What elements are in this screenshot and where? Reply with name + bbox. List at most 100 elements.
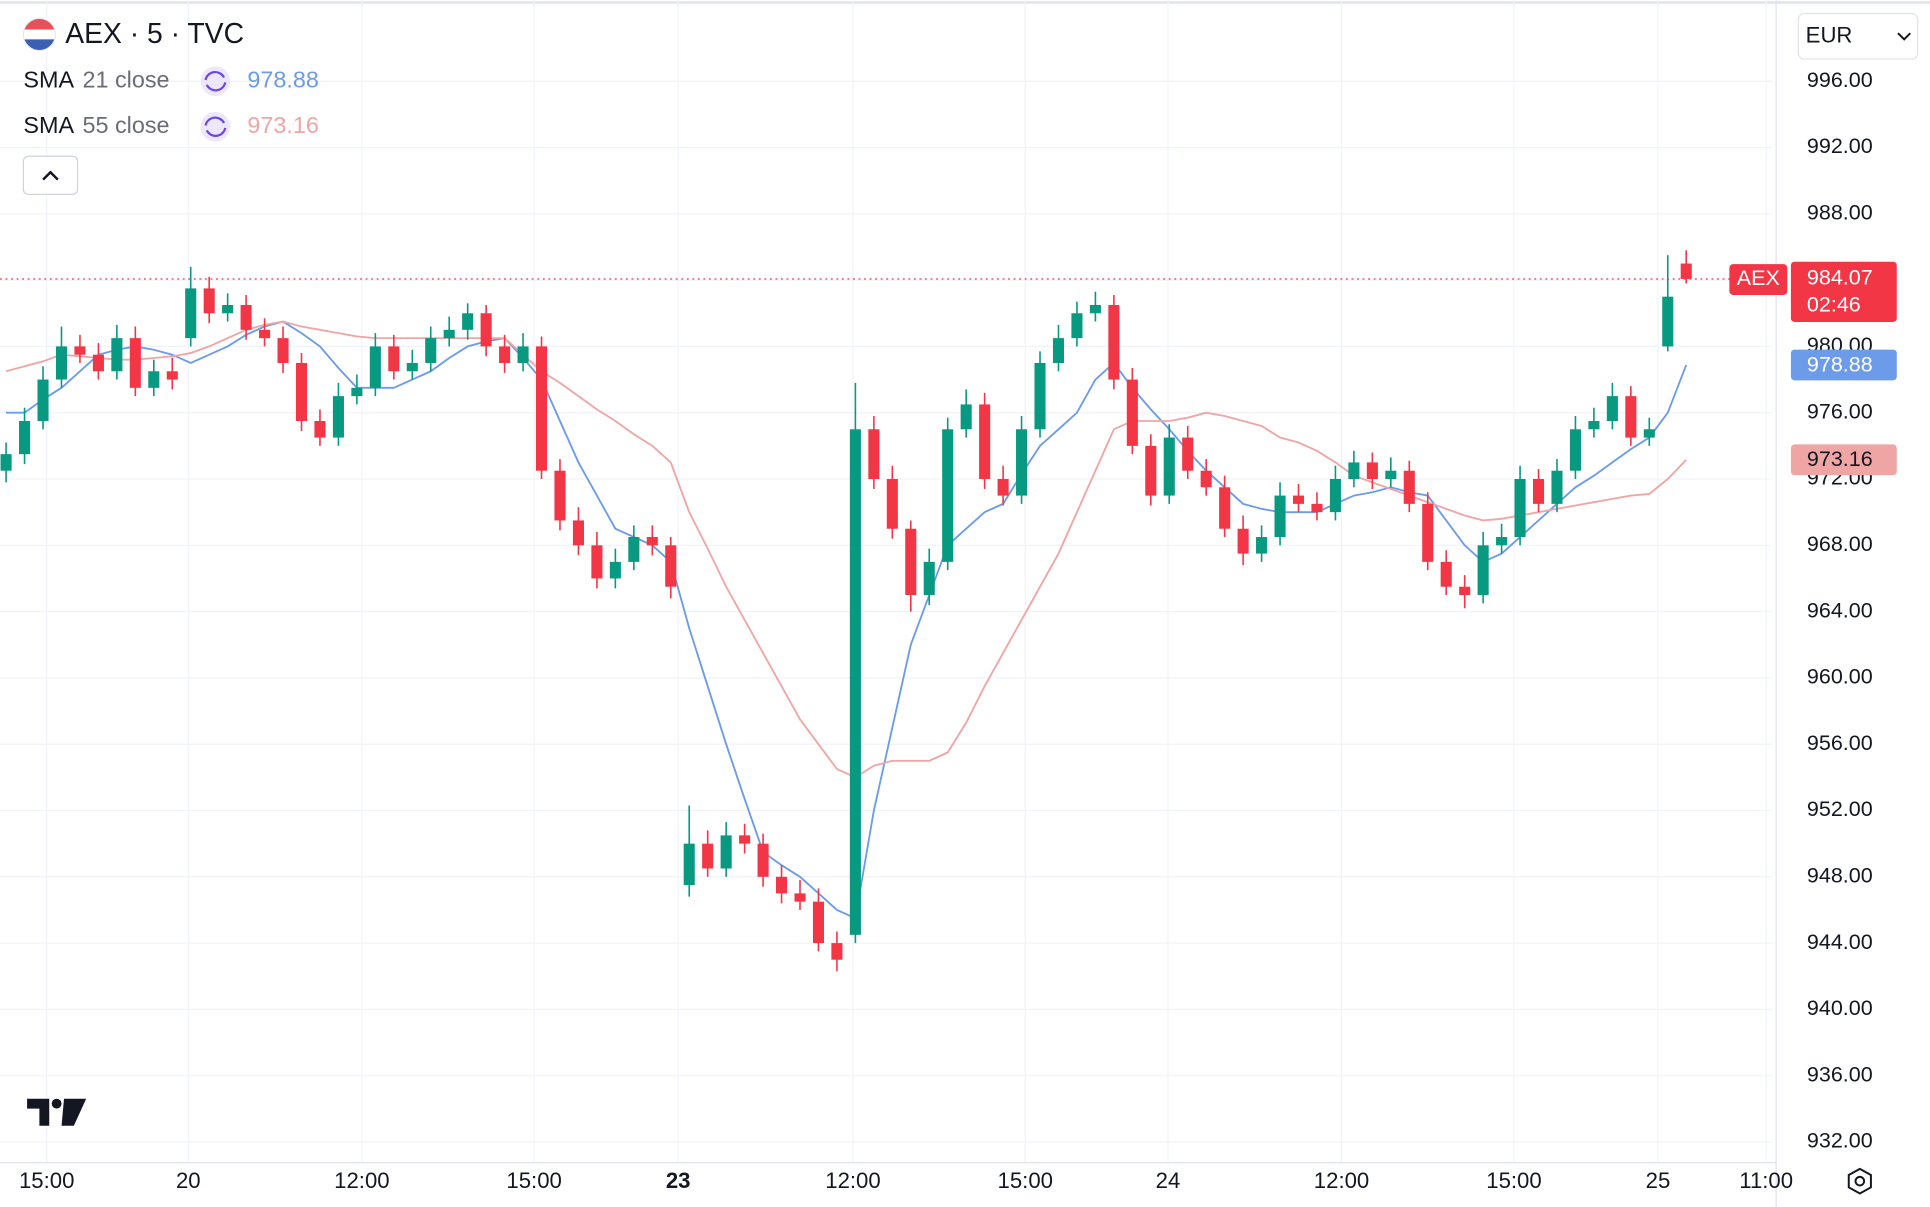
- candle-body: [1311, 503, 1323, 513]
- candle-body: [886, 479, 898, 529]
- x-tick-label: 23: [666, 1168, 691, 1193]
- candle-body: [462, 313, 474, 330]
- candle-body: [259, 329, 271, 339]
- candle-body: [868, 429, 880, 480]
- collapse-button-box[interactable]: [22, 155, 79, 196]
- x-tick-label: 15:00: [19, 1168, 74, 1193]
- candle-body: [535, 346, 548, 471]
- settings-button[interactable]: [1847, 1167, 1872, 1195]
- candle-body: [979, 404, 991, 480]
- candle-body: [683, 843, 695, 886]
- candle-body: [111, 338, 123, 372]
- currency-button[interactable]: EUR: [1797, 12, 1919, 60]
- collapse-button[interactable]: [22, 155, 79, 196]
- candle-body: [665, 545, 677, 587]
- candle-body: [314, 420, 326, 438]
- candle-body: [425, 338, 437, 363]
- candle-body: [757, 843, 769, 877]
- legend-name: SMA: [23, 112, 74, 138]
- legend-icon-arrows: [204, 71, 227, 92]
- currency-label: EUR: [1806, 23, 1853, 48]
- candle-body: [480, 313, 492, 347]
- candle-body: [1366, 462, 1378, 480]
- candle-body: [55, 346, 68, 380]
- candle-body: [499, 346, 511, 363]
- candle-body: [609, 561, 621, 579]
- candle-body: [277, 338, 289, 363]
- candle-body: [1459, 586, 1471, 596]
- candle-body: [1219, 487, 1231, 529]
- y-tick-label: 936.00: [1807, 1062, 1873, 1086]
- candle-body: [1551, 470, 1563, 504]
- tradingview-logo: [27, 1098, 87, 1126]
- candle-body: [37, 379, 49, 421]
- candle-body: [1403, 470, 1415, 504]
- candle-body: [1477, 545, 1489, 596]
- chevron-icon: [42, 170, 59, 181]
- candle-body: [443, 329, 455, 339]
- candle-body: [1569, 429, 1581, 471]
- candle-body: [572, 520, 584, 546]
- candle-body: [960, 404, 972, 430]
- candle-body: [1163, 437, 1175, 496]
- candle-body: [646, 537, 658, 546]
- y-tick-label: 996.00: [1807, 68, 1873, 92]
- candle-body: [517, 346, 529, 363]
- candle-body: [19, 420, 31, 455]
- candle-body: [997, 479, 1009, 496]
- candle-body: [794, 893, 806, 902]
- candle-body: [942, 429, 954, 562]
- candle-body: [74, 346, 86, 355]
- candle-body: [148, 371, 160, 388]
- legend-params: 55 close: [82, 112, 169, 138]
- candle-body: [1643, 429, 1655, 438]
- candle-body: [388, 346, 400, 372]
- price-badges: AEX 984.07 02:46 978.88 973.16: [1729, 261, 1897, 476]
- candle-body: [1182, 437, 1194, 471]
- y-tick-label: 944.00: [1807, 930, 1873, 954]
- candle-body: [203, 288, 215, 314]
- y-tick-label: 948.00: [1807, 863, 1873, 887]
- candle-body: [849, 429, 861, 935]
- candle-body: [166, 371, 178, 380]
- sma-badge-label: 978.88: [1807, 352, 1873, 376]
- candle-body: [92, 354, 104, 372]
- countdown-label: 02:46: [1807, 293, 1861, 317]
- candle-body: [295, 362, 308, 421]
- sma-badge: [1790, 444, 1897, 476]
- y-tick-label: 952.00: [1807, 797, 1873, 821]
- currency-box[interactable]: [1797, 12, 1919, 60]
- candle-body: [591, 545, 603, 579]
- symbol-badge-label: AEX: [1737, 266, 1780, 290]
- y-tick-label: 960.00: [1807, 665, 1873, 689]
- flag-icon: [22, 17, 56, 51]
- y-tick-label: 968.00: [1807, 532, 1873, 556]
- candle-body: [1625, 396, 1637, 438]
- candle-body: [1385, 470, 1397, 480]
- candle-body: [1532, 479, 1545, 504]
- x-tick-label: 12:00: [825, 1168, 880, 1193]
- candle-body: [1292, 495, 1305, 504]
- y-tick-label: 964.00: [1807, 598, 1873, 622]
- settings-icon[interactable]: [1847, 1167, 1872, 1195]
- candle-body: [628, 537, 640, 562]
- candle-body: [1052, 338, 1065, 363]
- candle-body: [1034, 362, 1046, 430]
- legend-params: 21 close: [82, 66, 169, 92]
- x-tick-label: 15:00: [1486, 1168, 1541, 1193]
- y-tick-label: 976.00: [1807, 399, 1873, 423]
- candle-body: [831, 943, 843, 960]
- x-tick-label: 24: [1156, 1168, 1181, 1193]
- candle-body: [739, 835, 751, 844]
- candle-body: [406, 362, 418, 372]
- candle-body: [776, 876, 788, 894]
- sma-badge-label: 973.16: [1807, 447, 1873, 471]
- candle-body: [129, 338, 141, 388]
- y-tick-label: 932.00: [1807, 1129, 1873, 1153]
- candle-body: [1237, 528, 1249, 554]
- candle-body: [720, 835, 732, 869]
- candle-body: [222, 304, 234, 314]
- candle-body: [1071, 313, 1083, 339]
- candle-body: [1440, 561, 1452, 587]
- legend-icon: [200, 66, 231, 96]
